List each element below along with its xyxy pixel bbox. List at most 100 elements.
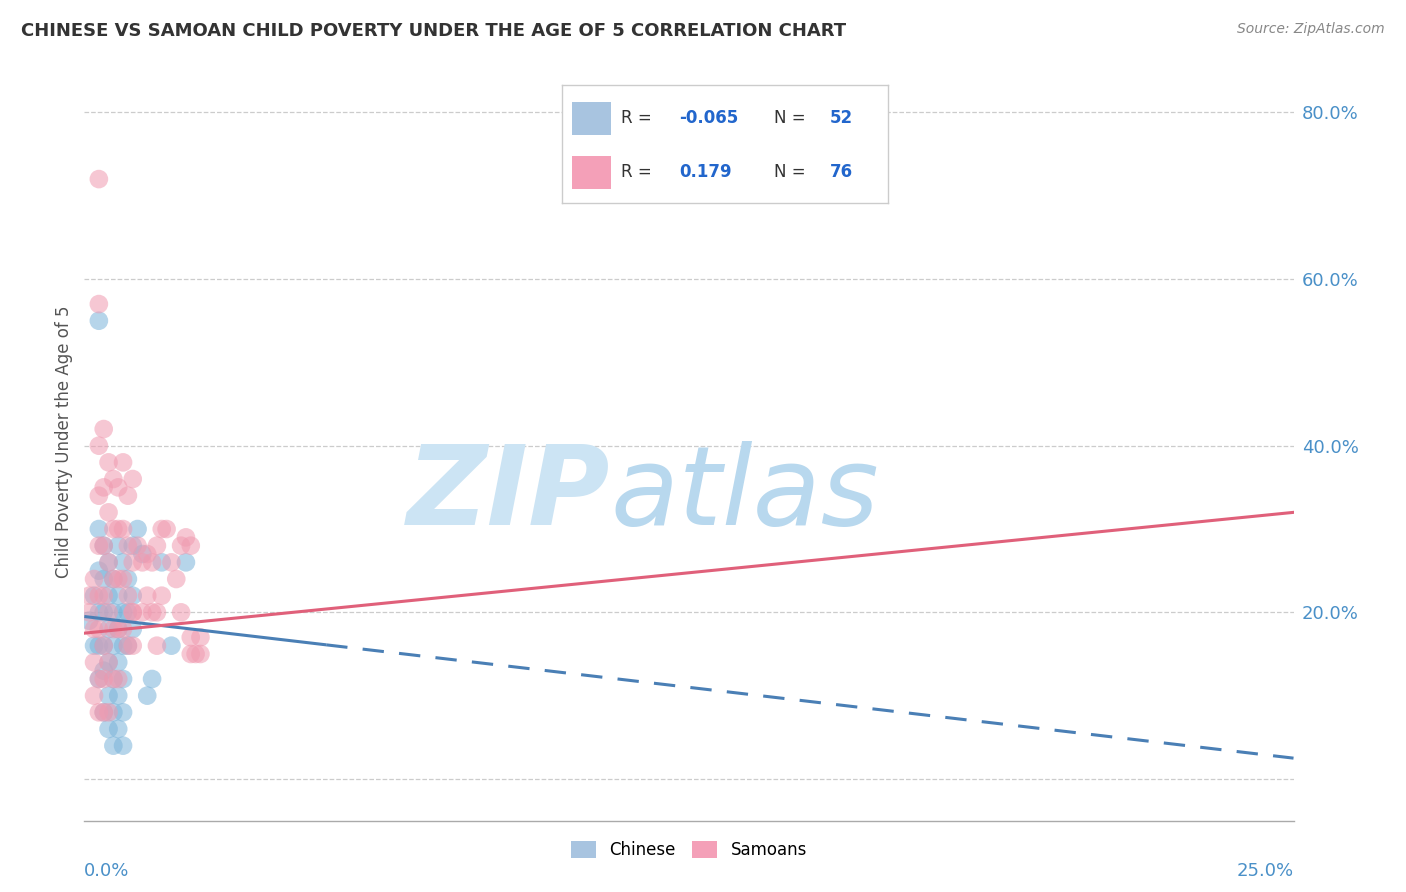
Point bbox=[117, 572, 139, 586]
Point bbox=[87, 605, 110, 619]
Point bbox=[155, 522, 177, 536]
Point bbox=[107, 522, 129, 536]
Point bbox=[121, 605, 143, 619]
Point bbox=[146, 605, 169, 619]
Point bbox=[93, 639, 115, 653]
Point bbox=[87, 489, 110, 503]
Point bbox=[121, 639, 143, 653]
Point bbox=[87, 639, 110, 653]
Point bbox=[93, 664, 115, 678]
Point bbox=[93, 539, 115, 553]
Point bbox=[93, 480, 115, 494]
Point bbox=[87, 314, 110, 328]
Point bbox=[87, 439, 110, 453]
Point bbox=[93, 639, 115, 653]
Point bbox=[83, 639, 105, 653]
Point bbox=[174, 555, 197, 569]
Point bbox=[107, 480, 129, 494]
Point bbox=[97, 505, 120, 519]
Point bbox=[165, 572, 187, 586]
Point bbox=[136, 589, 159, 603]
Point bbox=[97, 555, 120, 569]
Point bbox=[127, 539, 149, 553]
Point bbox=[170, 605, 193, 619]
Point bbox=[112, 605, 135, 619]
Point bbox=[107, 539, 129, 553]
Point bbox=[121, 622, 143, 636]
Point bbox=[141, 672, 163, 686]
Point bbox=[77, 614, 100, 628]
Point bbox=[141, 605, 163, 619]
Point bbox=[117, 605, 139, 619]
Text: 25.0%: 25.0% bbox=[1236, 863, 1294, 880]
Point bbox=[121, 472, 143, 486]
Point bbox=[93, 706, 115, 720]
Point bbox=[107, 722, 129, 736]
Point bbox=[83, 572, 105, 586]
Point bbox=[107, 589, 129, 603]
Legend: Chinese, Samoans: Chinese, Samoans bbox=[564, 834, 814, 865]
Point bbox=[83, 589, 105, 603]
Point bbox=[97, 706, 120, 720]
Point bbox=[121, 539, 143, 553]
Point bbox=[146, 639, 169, 653]
Point bbox=[97, 455, 120, 469]
Point bbox=[160, 639, 183, 653]
Point bbox=[112, 672, 135, 686]
Point bbox=[112, 639, 135, 653]
Point bbox=[141, 555, 163, 569]
Point bbox=[112, 455, 135, 469]
Point bbox=[93, 605, 115, 619]
Point bbox=[87, 297, 110, 311]
Point bbox=[97, 722, 120, 736]
Point bbox=[103, 605, 125, 619]
Point bbox=[117, 639, 139, 653]
Point bbox=[77, 589, 100, 603]
Point bbox=[112, 522, 135, 536]
Point bbox=[93, 589, 115, 603]
Point bbox=[93, 572, 115, 586]
Point bbox=[93, 539, 115, 553]
Point bbox=[180, 631, 202, 645]
Text: ZIP: ZIP bbox=[406, 442, 610, 548]
Text: CHINESE VS SAMOAN CHILD POVERTY UNDER THE AGE OF 5 CORRELATION CHART: CHINESE VS SAMOAN CHILD POVERTY UNDER TH… bbox=[21, 22, 846, 40]
Point bbox=[103, 572, 125, 586]
Point bbox=[97, 589, 120, 603]
Text: atlas: atlas bbox=[610, 442, 879, 548]
Point bbox=[97, 656, 120, 670]
Point bbox=[136, 547, 159, 561]
Point bbox=[97, 605, 120, 619]
Point bbox=[117, 639, 139, 653]
Point bbox=[77, 605, 100, 619]
Point bbox=[107, 672, 129, 686]
Point bbox=[103, 572, 125, 586]
Point bbox=[97, 555, 120, 569]
Point bbox=[97, 622, 120, 636]
Point bbox=[97, 656, 120, 670]
Point bbox=[146, 539, 169, 553]
Point bbox=[83, 689, 105, 703]
Text: 0.0%: 0.0% bbox=[84, 863, 129, 880]
Y-axis label: Child Poverty Under the Age of 5: Child Poverty Under the Age of 5 bbox=[55, 305, 73, 578]
Point bbox=[112, 706, 135, 720]
Point bbox=[87, 172, 110, 186]
Point bbox=[107, 622, 129, 636]
Point bbox=[184, 647, 207, 661]
Point bbox=[87, 622, 110, 636]
Point bbox=[121, 589, 143, 603]
Point bbox=[112, 622, 135, 636]
Point bbox=[112, 572, 135, 586]
Point bbox=[103, 622, 125, 636]
Point bbox=[180, 539, 202, 553]
Point bbox=[112, 555, 135, 569]
Point bbox=[127, 522, 149, 536]
Point bbox=[174, 530, 197, 544]
Point bbox=[87, 564, 110, 578]
Point bbox=[83, 622, 105, 636]
Point bbox=[107, 656, 129, 670]
Point bbox=[107, 622, 129, 636]
Point bbox=[107, 689, 129, 703]
Point bbox=[93, 672, 115, 686]
Point bbox=[117, 539, 139, 553]
Point bbox=[97, 689, 120, 703]
